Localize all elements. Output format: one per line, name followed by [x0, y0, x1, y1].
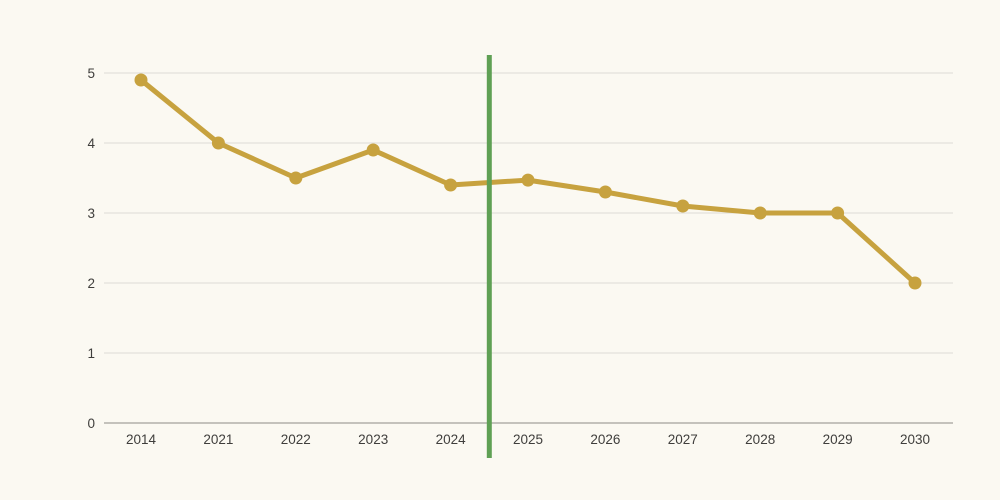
data-point-marker	[908, 276, 922, 290]
x-tick-label: 2014	[126, 432, 157, 447]
x-tick-label: 2027	[668, 432, 698, 447]
data-point-marker	[831, 206, 845, 220]
data-point-marker	[211, 136, 225, 150]
x-tick-label: 2028	[745, 432, 775, 447]
data-point-marker	[598, 185, 612, 199]
y-tick-label: 2	[87, 276, 95, 291]
x-tick-label: 2021	[203, 432, 233, 447]
x-axis-labels-group: 2014 2021 2022 2023 2024 2025 2026 2027 2028 2029…	[126, 432, 930, 447]
x-tick-label: 2024	[436, 432, 467, 447]
data-point-marker	[521, 173, 535, 187]
data-point-marker	[676, 199, 690, 213]
x-tick-label: 2026	[590, 432, 620, 447]
data-point-marker	[444, 178, 458, 192]
data-series-group	[134, 73, 922, 290]
y-tick-label: 1	[87, 346, 95, 361]
y-axis-labels-group: 0 1 2 3 4 5	[87, 66, 95, 431]
x-tick-label: 2029	[823, 432, 853, 447]
data-point-marker	[753, 206, 767, 220]
data-point-marker	[134, 73, 148, 87]
x-tick-label: 2030	[900, 432, 930, 447]
data-point-marker	[366, 143, 380, 157]
y-tick-label: 3	[87, 206, 95, 221]
gridlines-group	[104, 72, 953, 424]
data-point-marker	[289, 171, 303, 185]
x-tick-label: 2022	[281, 432, 311, 447]
y-tick-label: 5	[87, 66, 95, 81]
y-tick-label: 4	[87, 136, 95, 151]
y-tick-label: 0	[87, 416, 95, 431]
x-tick-label: 2023	[358, 432, 388, 447]
x-tick-label: 2025	[513, 432, 543, 447]
